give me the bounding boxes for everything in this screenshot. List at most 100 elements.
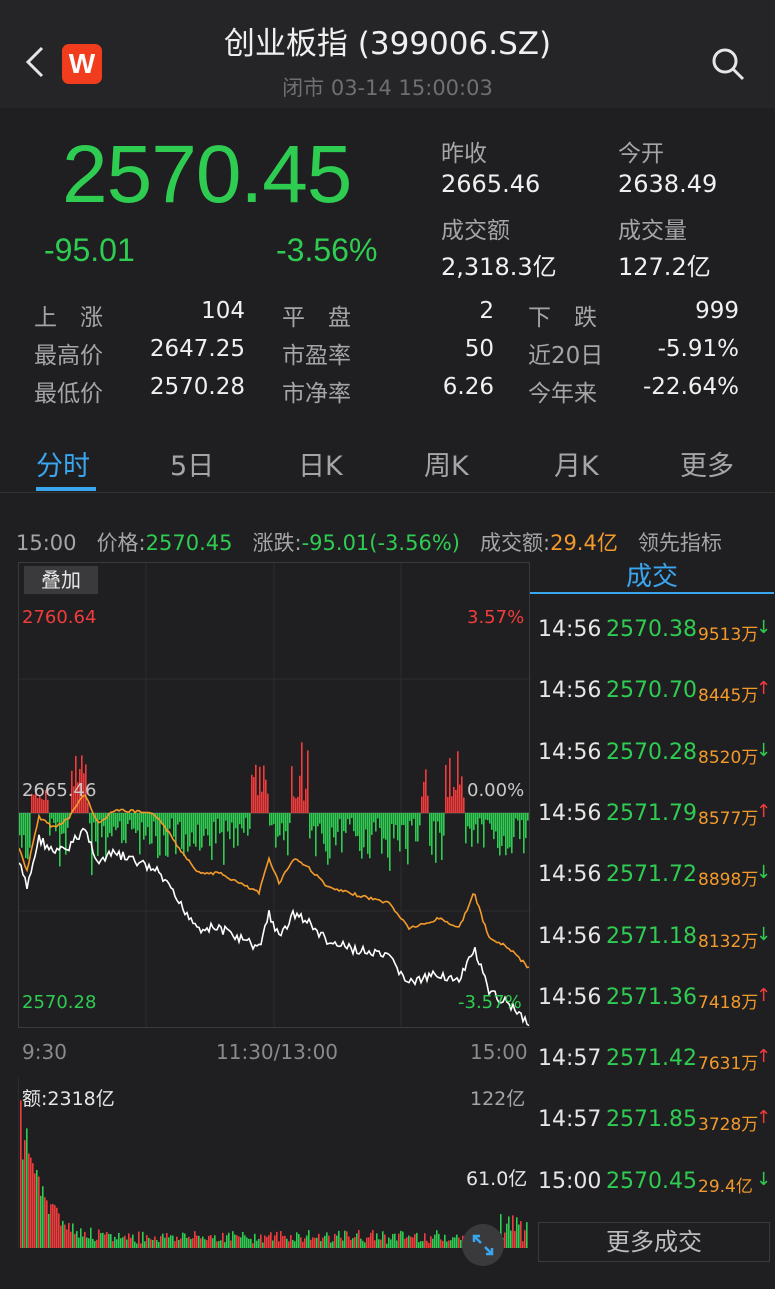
tab-weekly-k[interactable]: 周K	[424, 451, 469, 482]
volume-bar	[102, 1232, 104, 1248]
overlay-button[interactable]: 叠加	[24, 566, 98, 594]
volume-bar	[50, 1204, 52, 1248]
breadth-bar	[227, 813, 229, 832]
tab-monthly-k[interactable]: 月K	[554, 451, 599, 482]
stats-row-2: 最高价 2647.25 市盈率 50 近20日 -5.91%	[0, 336, 775, 372]
breadth-bar	[81, 755, 83, 813]
more-trades-button[interactable]: 更多成交	[538, 1222, 770, 1262]
breadth-bar	[197, 813, 199, 825]
stat-value: -22.64%	[643, 374, 739, 400]
volume-mid-label: 61.0亿	[466, 1168, 528, 1190]
breadth-bar	[269, 813, 271, 826]
trade-row: 14:56 2571.36 7418万 ↑	[538, 985, 774, 1015]
tab-daily-k[interactable]: 日K	[298, 451, 343, 482]
volume-bar	[214, 1235, 216, 1248]
trade-row: 14:56 2570.38 9513万 ↓	[538, 617, 774, 647]
breadth-bar	[325, 813, 327, 852]
breadth-bar	[241, 813, 243, 829]
volume-bar	[434, 1234, 436, 1248]
volume-bar	[40, 1195, 42, 1248]
info-amount-label: 成交额:	[480, 531, 551, 555]
volume-bar	[284, 1235, 286, 1248]
breadth-bar	[205, 813, 207, 829]
volume-bar	[104, 1234, 106, 1248]
volume-bar	[44, 1197, 46, 1248]
trade-price: 2570.38	[606, 617, 697, 642]
tab-5day[interactable]: 5日	[170, 451, 215, 482]
chart-high-price: 2760.64	[22, 607, 97, 628]
volume-bar	[280, 1231, 282, 1248]
volume-bar	[516, 1217, 518, 1248]
volume-bar	[34, 1173, 36, 1248]
volume-bar	[92, 1238, 94, 1248]
breadth-bar	[111, 813, 113, 837]
stat-label: 市盈率	[282, 343, 351, 369]
trades-header[interactable]: 成交	[530, 556, 774, 594]
volume-bar	[390, 1239, 392, 1248]
breadth-bar	[215, 813, 217, 844]
volume-bar	[98, 1229, 100, 1248]
breadth-bar	[523, 813, 525, 854]
volume-bar	[294, 1241, 296, 1248]
intraday-chart[interactable]	[18, 562, 530, 1028]
breadth-bar	[243, 813, 245, 833]
volume-bar	[68, 1222, 70, 1248]
breadth-bar	[489, 813, 491, 824]
breadth-bar	[221, 813, 223, 833]
volume-bar	[36, 1169, 38, 1248]
breadth-bar	[387, 813, 389, 858]
volume-bar	[62, 1220, 64, 1248]
volume-bar	[394, 1233, 396, 1248]
breadth-bar	[521, 813, 523, 821]
volume-bar	[20, 1100, 22, 1248]
breadth-bar	[237, 813, 239, 846]
volume-bar	[248, 1238, 250, 1248]
back-arrow-icon[interactable]	[22, 44, 48, 80]
trade-time: 14:56	[538, 678, 602, 704]
price-change: -95.01	[44, 232, 135, 268]
breadth-bar	[495, 813, 497, 832]
stat-label: 最高价	[34, 343, 103, 369]
leading-indicator-link[interactable]: 领先指标	[637, 531, 722, 555]
stat-value: 999	[695, 298, 739, 324]
breadth-bar	[309, 813, 311, 839]
volume-bar	[174, 1241, 176, 1248]
volume-bar	[194, 1231, 196, 1248]
tab-intraday[interactable]: 分时	[36, 451, 90, 482]
breadth-bar	[261, 791, 263, 813]
volume-bar	[308, 1230, 310, 1248]
breadth-bar	[447, 797, 449, 813]
trade-volume: 9513万	[698, 625, 759, 645]
breadth-bar	[517, 813, 519, 821]
breadth-bar	[99, 813, 101, 820]
breadth-bar	[395, 813, 397, 825]
volume-bar	[380, 1239, 382, 1248]
breadth-bar	[403, 813, 405, 826]
breadth-bar	[93, 813, 95, 823]
header-bar: W 创业板指 (399006.SZ) 闭市 03-14 15:00:03	[0, 0, 775, 108]
active-tab-indicator	[36, 487, 96, 491]
breadth-bar	[391, 813, 393, 824]
breadth-bar	[89, 813, 91, 824]
breadth-bar	[317, 813, 319, 827]
volume-bar	[166, 1233, 168, 1248]
volume-bar	[60, 1225, 62, 1248]
volume-bar	[56, 1207, 58, 1248]
volume-bar	[364, 1242, 366, 1248]
volume-bar	[388, 1237, 390, 1248]
volume-bar	[404, 1238, 406, 1248]
search-icon[interactable]	[710, 46, 746, 82]
volume-bar	[414, 1234, 416, 1248]
breadth-bar	[213, 813, 215, 822]
fullscreen-expand-icon[interactable]	[462, 1224, 504, 1266]
volume-bar	[290, 1234, 292, 1248]
volume-bar	[72, 1223, 74, 1248]
breadth-bar	[347, 813, 349, 820]
tab-more[interactable]: 更多	[680, 451, 734, 482]
breadth-bar	[129, 813, 131, 821]
volume-bar	[82, 1236, 84, 1248]
breadth-bar	[267, 793, 269, 813]
volume-bar	[514, 1231, 516, 1248]
breadth-bar	[411, 813, 413, 826]
breadth-bar	[303, 800, 305, 813]
